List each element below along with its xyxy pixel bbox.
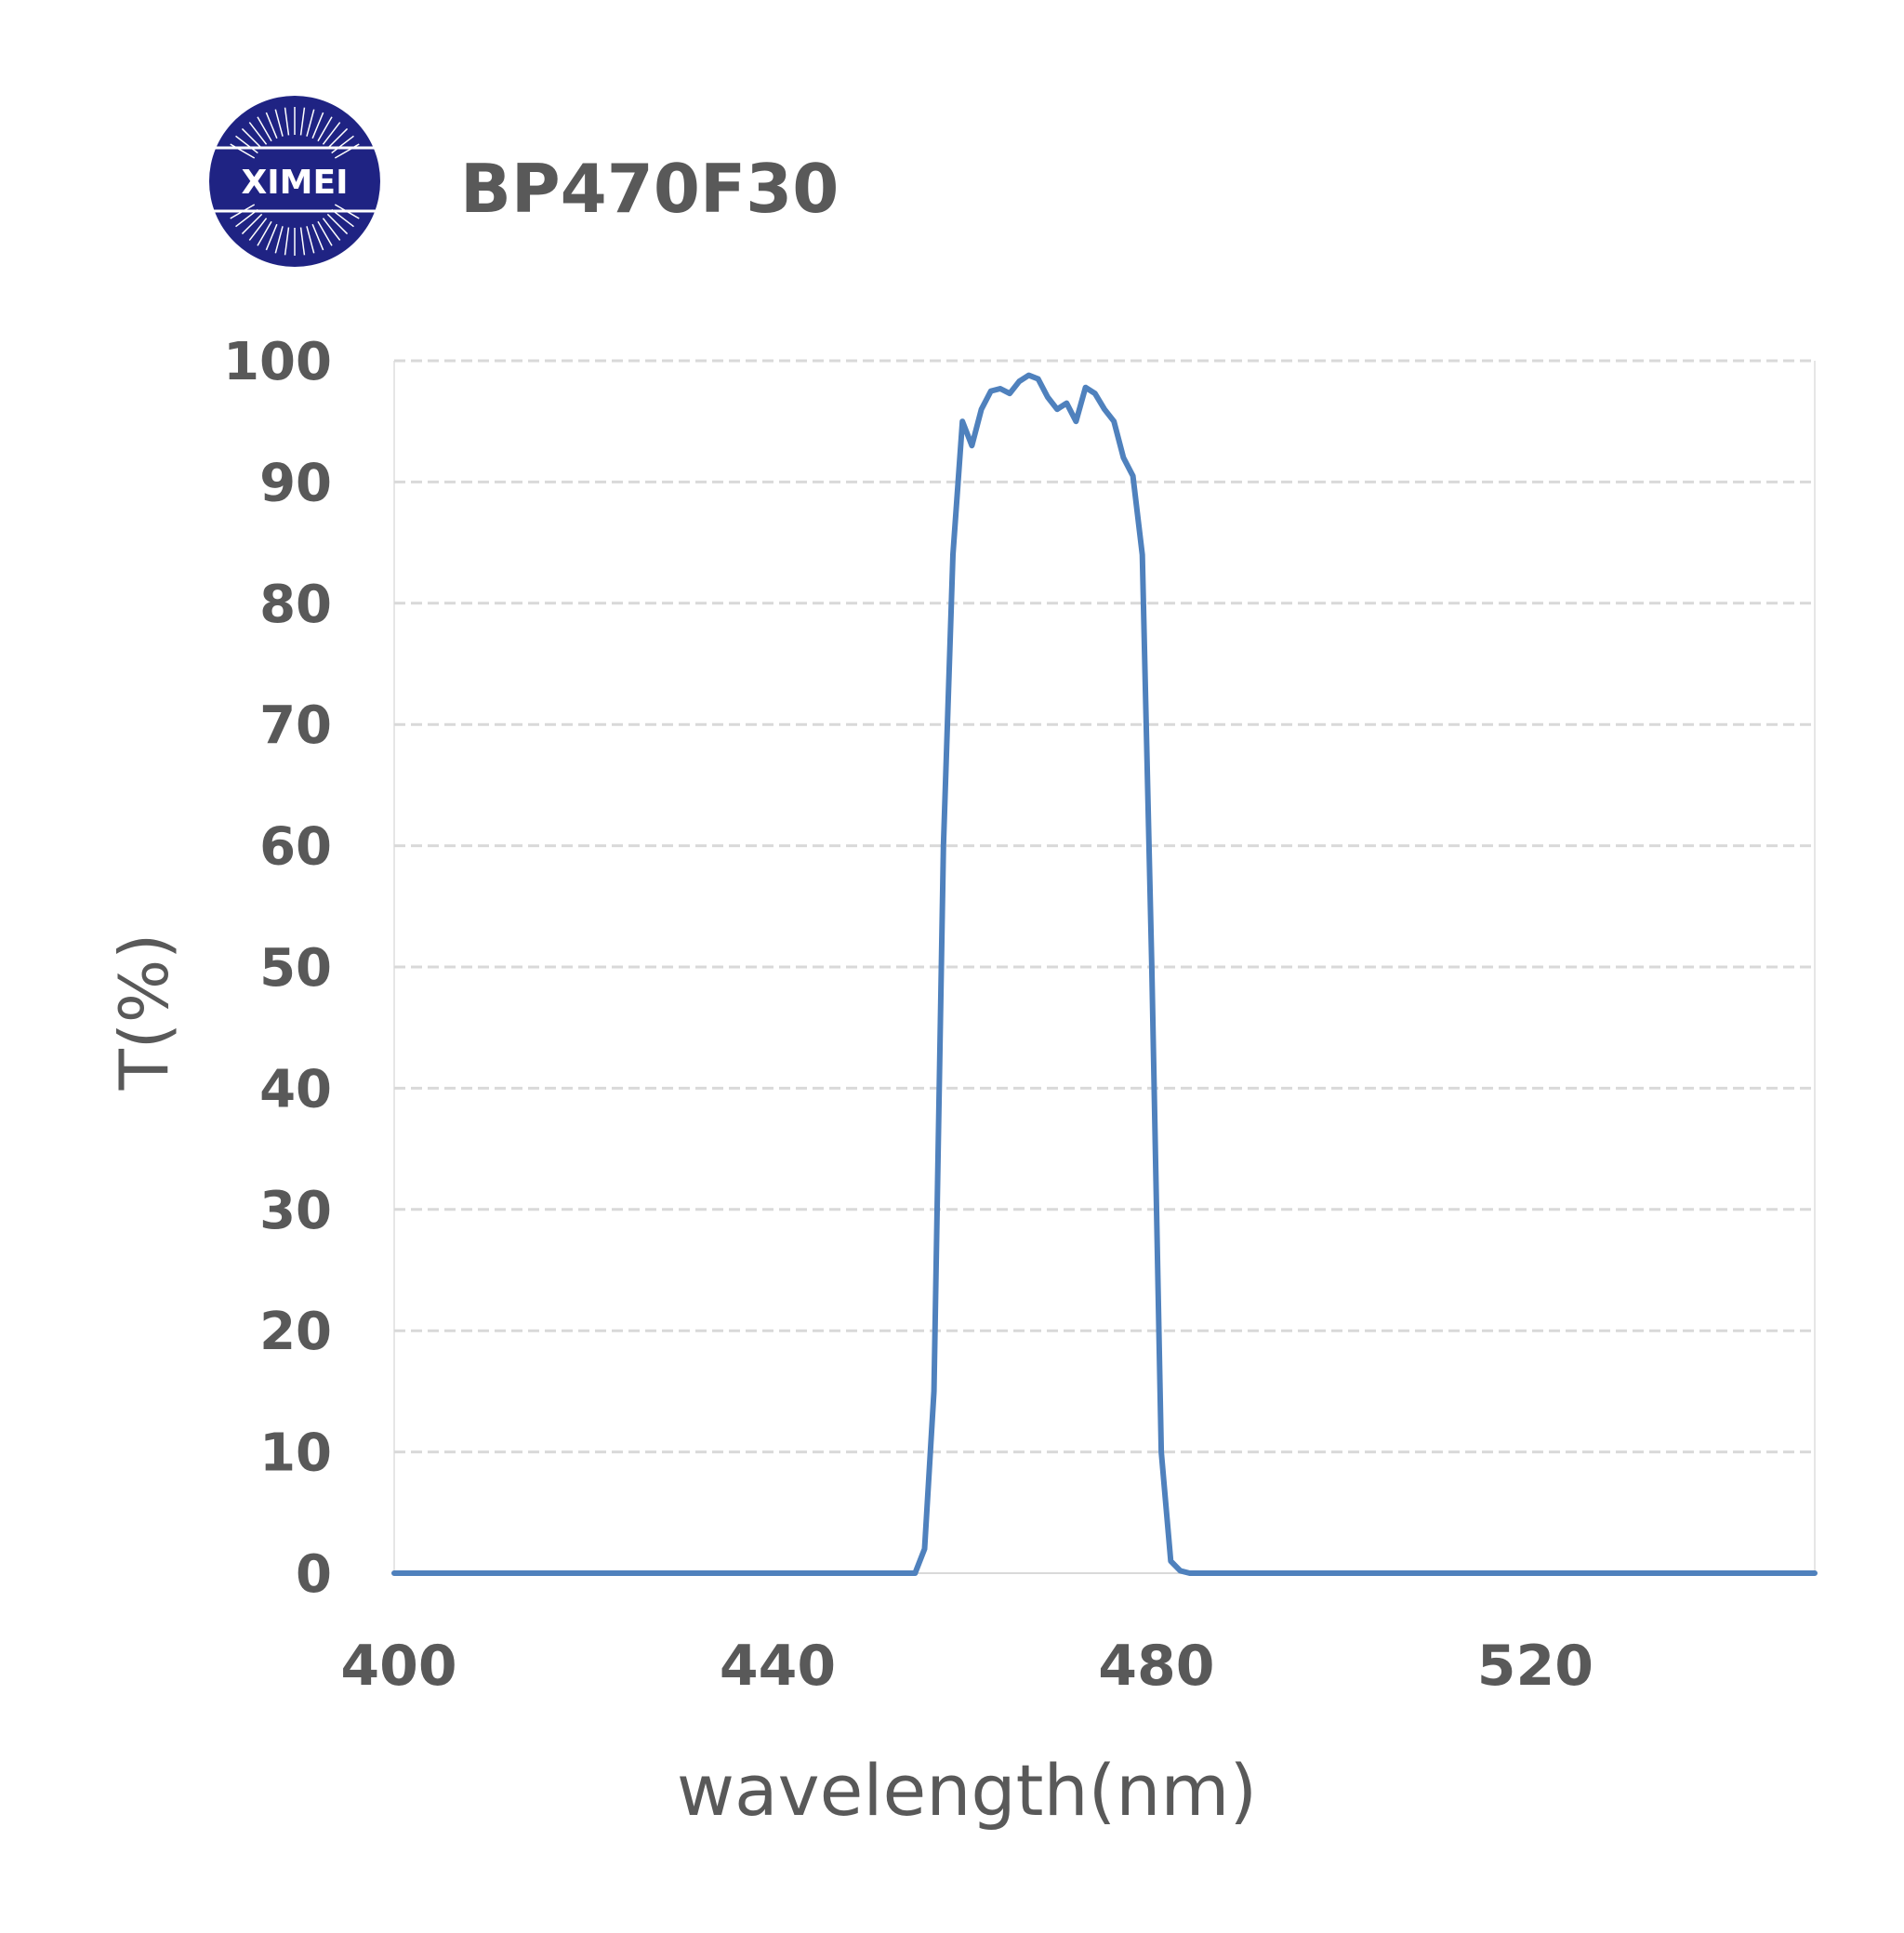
logo-text: XIMEI [242, 164, 349, 202]
plot-area: 0 10 20 30 40 50 60 70 80 90 100 400 440 480 520 [223, 332, 1818, 1699]
logo-ray-top [241, 127, 263, 150]
y-tick-label: 20 [259, 1302, 332, 1362]
logo-ray-top [284, 107, 290, 136]
logo-ray-bottom [257, 220, 272, 246]
logo-ray-top [265, 112, 278, 139]
logo-ray-top [257, 116, 272, 142]
logo-ray-top [331, 135, 354, 154]
logo-ray-top [299, 107, 306, 136]
logo-ray-top [248, 122, 268, 145]
logo-ray-bottom [299, 227, 306, 256]
logo-ray-bottom [241, 213, 263, 235]
logo-ray-bottom [248, 218, 268, 241]
y-axis-label: T(%) [105, 933, 183, 1092]
y-tick-label: 10 [259, 1423, 332, 1484]
logo-ray-top [235, 135, 258, 154]
ximei-logo: XIMEI [209, 96, 380, 267]
y-tick-label: 80 [259, 575, 332, 635]
logo-ray-bottom [306, 226, 315, 254]
y-tick-label: 30 [259, 1181, 332, 1241]
x-tick-label: 520 [1477, 1634, 1593, 1699]
y-tick-label: 100 [223, 332, 332, 392]
logo-ray-top [306, 109, 315, 137]
y-tick-label: 50 [259, 938, 332, 999]
y-tick-label: 90 [259, 453, 332, 513]
logo-ray-bottom [322, 218, 341, 241]
logo-ray-top [274, 109, 284, 137]
logo-rays [230, 107, 360, 256]
x-tick-label: 480 [1098, 1634, 1214, 1699]
y-tick-label: 60 [259, 817, 332, 878]
x-tick-label: 440 [720, 1634, 836, 1699]
y-tick-label: 70 [259, 695, 332, 756]
y-tick-label: 40 [259, 1059, 332, 1119]
x-tick-label: 400 [340, 1634, 456, 1699]
logo-ray-bottom [284, 227, 290, 256]
logo-ray-top [322, 122, 341, 145]
logo-ray-top [317, 116, 333, 142]
logo-ray-bottom [265, 223, 278, 251]
y-tick-label: 0 [296, 1544, 332, 1605]
logo-ray-top [311, 112, 324, 139]
logo-ray-bottom [311, 223, 324, 251]
x-axis-label: wavelength(nm) [677, 1749, 1257, 1832]
logo-ray-bottom [317, 220, 333, 246]
series-line-transmission [391, 372, 1818, 1576]
logo-ray-bottom [326, 213, 349, 235]
logo-ray-top [326, 127, 349, 150]
chart-title: BP470F30 [460, 150, 839, 228]
logo-ray-bottom [274, 226, 284, 254]
